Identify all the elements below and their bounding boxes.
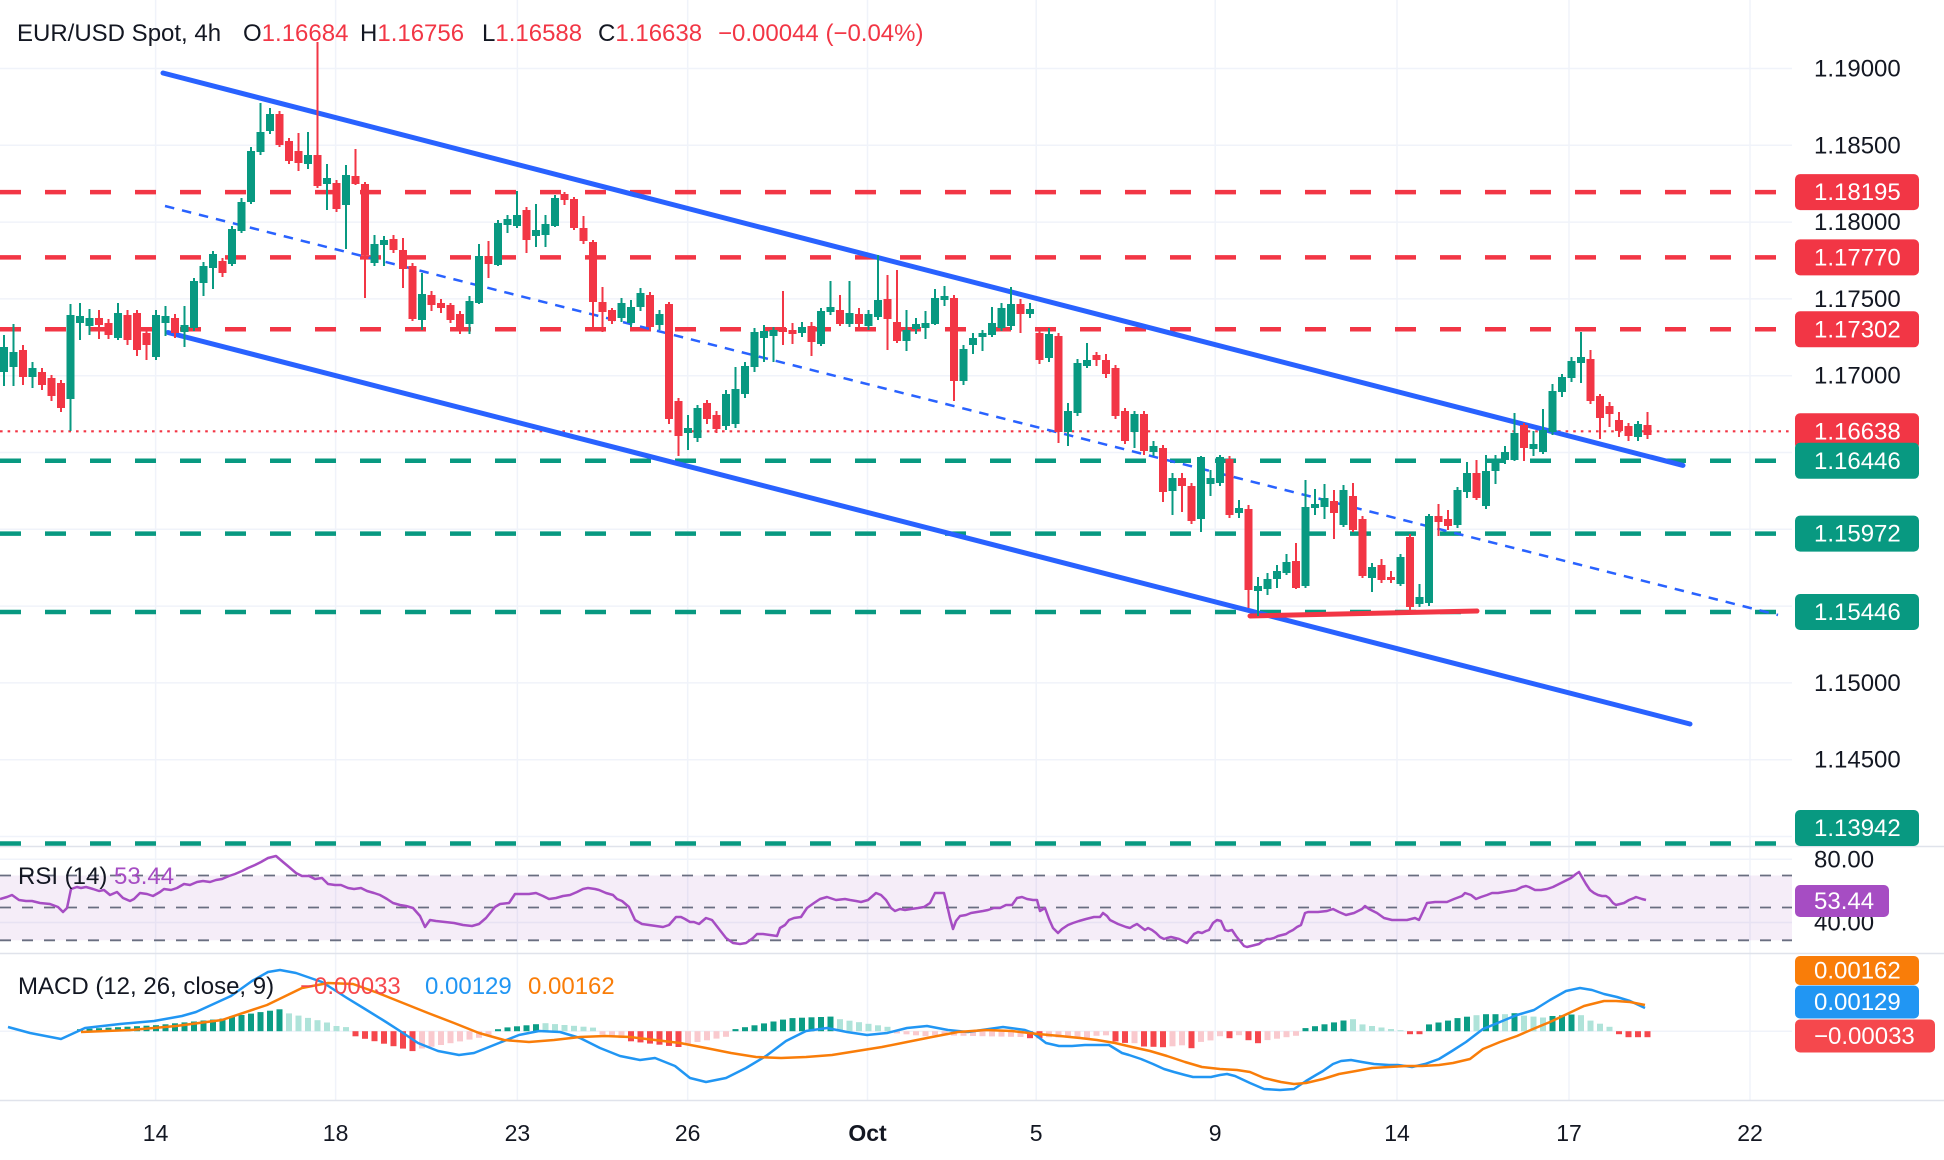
svg-text:80.00: 80.00: [1814, 846, 1874, 873]
svg-text:1.16638: 1.16638: [1814, 418, 1901, 445]
svg-text:1.16446: 1.16446: [1814, 448, 1901, 475]
svg-text:1.13942: 1.13942: [1814, 815, 1901, 842]
svg-text:1.15972: 1.15972: [1814, 521, 1901, 548]
svg-text:1.18195: 1.18195: [1814, 179, 1901, 206]
svg-text:Oct: Oct: [848, 1120, 887, 1146]
svg-text:23: 23: [505, 1120, 531, 1146]
svg-text:18: 18: [323, 1120, 349, 1146]
svg-text:1.17000: 1.17000: [1814, 363, 1901, 390]
svg-text:1.18000: 1.18000: [1814, 209, 1901, 236]
svg-text:1.18500: 1.18500: [1814, 132, 1901, 159]
svg-text:14: 14: [1384, 1120, 1410, 1146]
svg-text:−0.00033: −0.00033: [1814, 1023, 1915, 1050]
svg-text:1.17500: 1.17500: [1814, 286, 1901, 313]
svg-text:1.17770: 1.17770: [1814, 244, 1901, 271]
svg-text:14: 14: [143, 1120, 169, 1146]
svg-text:1.19000: 1.19000: [1814, 56, 1901, 83]
svg-text:9: 9: [1209, 1120, 1222, 1146]
svg-text:26: 26: [675, 1120, 701, 1146]
svg-text:1.15446: 1.15446: [1814, 599, 1901, 626]
svg-text:1.17302: 1.17302: [1814, 316, 1901, 343]
svg-text:5: 5: [1030, 1120, 1043, 1146]
svg-text:0.00129: 0.00129: [1814, 989, 1901, 1016]
svg-text:17: 17: [1556, 1120, 1582, 1146]
svg-text:1.15000: 1.15000: [1814, 670, 1901, 697]
svg-text:0.00162: 0.00162: [1814, 958, 1901, 985]
svg-text:53.44: 53.44: [1814, 888, 1874, 915]
svg-text:1.14500: 1.14500: [1814, 747, 1901, 774]
svg-text:22: 22: [1737, 1120, 1763, 1146]
svg-text:RSI (14) 53.44: RSI (14) 53.44: [18, 863, 174, 890]
